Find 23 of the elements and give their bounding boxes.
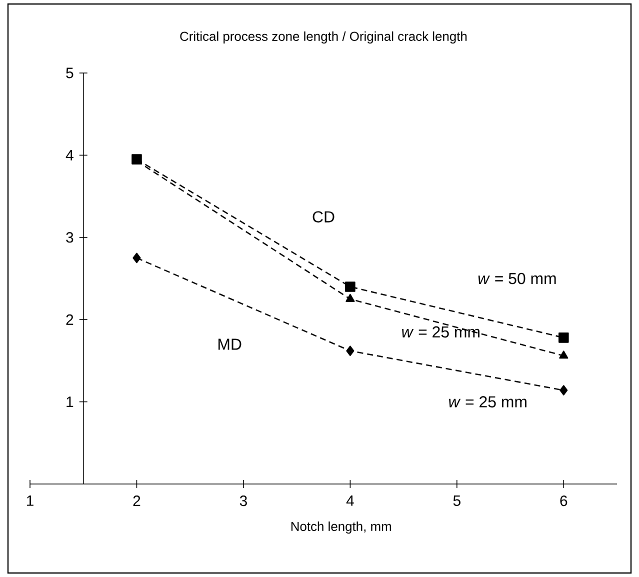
point: [558, 332, 569, 343]
y-tick-label: 2: [66, 314, 74, 325]
y-tick-label: 4: [66, 150, 74, 160]
y-tick-label: 3: [66, 232, 74, 243]
annotation: MD: [218, 338, 242, 350]
y-tick-label: 1: [66, 396, 74, 407]
x-tick-label: 1: [26, 496, 34, 506]
y-tick-label: 5: [66, 68, 74, 78]
annotation: w = 50 mm: [478, 272, 556, 284]
x-tick-label: 6: [560, 496, 568, 506]
x-axis-title: Notch length, mm: [291, 522, 391, 534]
x-tick-label: 5: [453, 496, 460, 506]
point: [346, 346, 354, 356]
annotation: w = 25 mm: [449, 396, 526, 408]
point: [132, 252, 141, 264]
point: [345, 282, 356, 292]
annotation: w = 25 mm: [402, 326, 480, 338]
x-tick-label: 4: [346, 496, 354, 506]
point: [560, 385, 568, 396]
x-tick-label: 2: [133, 496, 140, 506]
x-tick-label: 3: [240, 496, 247, 506]
annotation: CD: [312, 211, 334, 222]
chart-title: Critical process zone length / Original crack length: [180, 31, 467, 44]
